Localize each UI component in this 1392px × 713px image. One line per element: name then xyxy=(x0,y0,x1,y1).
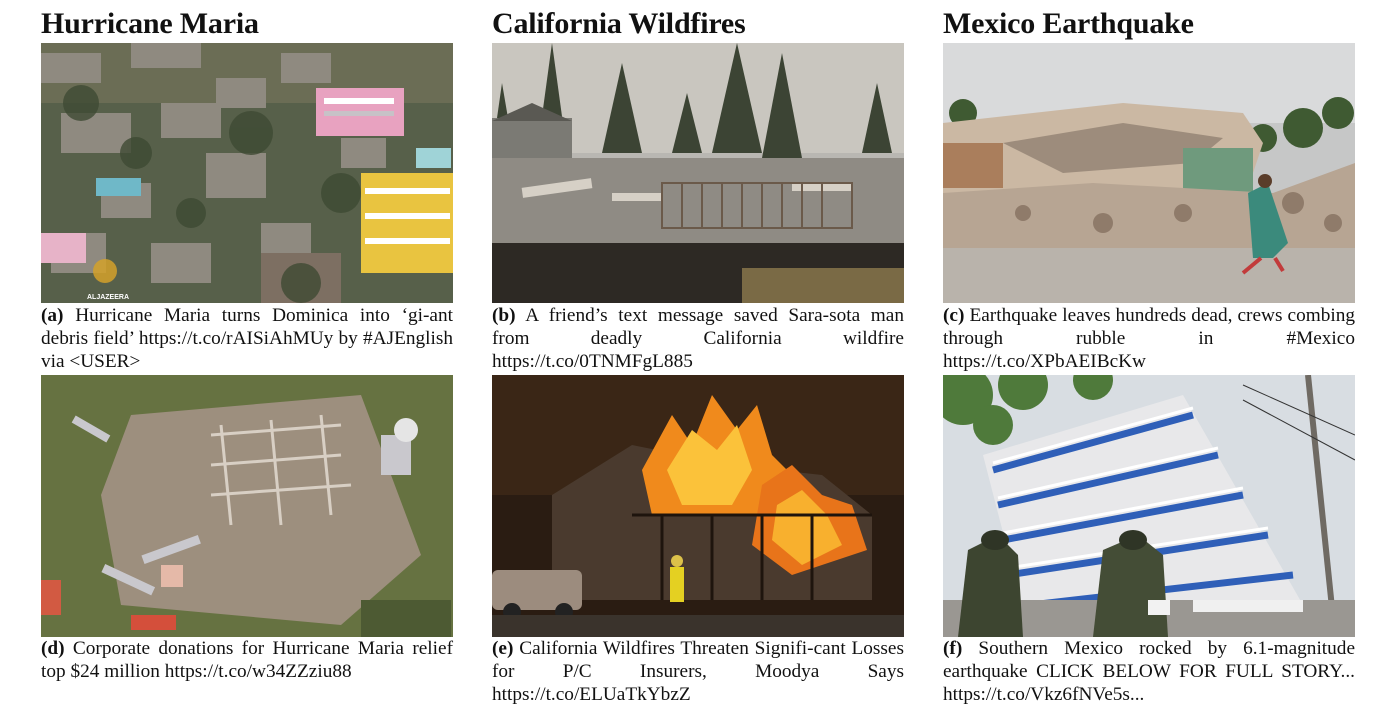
caption-b: (b) A friend’s text message saved Sara-s… xyxy=(492,304,904,373)
caption-d: (d) Corporate donations for Hurricane Ma… xyxy=(41,637,453,683)
caption-e: (e) California Wildfires Threaten Signif… xyxy=(492,637,904,706)
caption-f: (f) Southern Mexico rocked by 6.1-magnit… xyxy=(943,637,1355,706)
caption-text: Southern Mexico rocked by 6.1-magnitude … xyxy=(943,638,1356,705)
photo-a-dominica-hillside: ALJAZEERA xyxy=(41,43,453,303)
column-title: California Wildfires xyxy=(492,7,746,40)
caption-c: (c) Earthquake leaves hundreds dead, cre… xyxy=(943,304,1355,373)
caption-tag: (b) xyxy=(492,305,516,326)
caption-text: A friend’s text message saved Sara-sota … xyxy=(492,305,904,372)
caption-text: Earthquake leaves hundreds dead, crews c… xyxy=(943,305,1355,372)
photo-e-house-fire xyxy=(492,375,904,637)
aljazeera-watermark: ALJAZEERA xyxy=(87,294,129,301)
caption-tag: (d) xyxy=(41,638,65,659)
column-title: Hurricane Maria xyxy=(41,7,259,40)
caption-text: California Wildfires Threaten Signifi-ca… xyxy=(492,638,904,705)
caption-a: (a) Hurricane Maria turns Dominica into … xyxy=(41,304,453,373)
photo-c-collapsed-building xyxy=(943,43,1355,303)
caption-tag: (e) xyxy=(492,638,514,659)
photo-f-tilted-building-soldiers xyxy=(943,375,1355,637)
caption-tag: (f) xyxy=(943,638,963,659)
caption-text: Hurricane Maria turns Dominica into ‘gi-… xyxy=(41,305,453,372)
caption-tag: (c) xyxy=(943,305,965,326)
caption-tag: (a) xyxy=(41,305,64,326)
photo-b-burned-neighborhood xyxy=(492,43,904,303)
photo-d-debris-aerial xyxy=(41,375,453,637)
column-title: Mexico Earthquake xyxy=(943,7,1194,40)
caption-text: Corporate donations for Hurricane Maria … xyxy=(41,638,453,682)
